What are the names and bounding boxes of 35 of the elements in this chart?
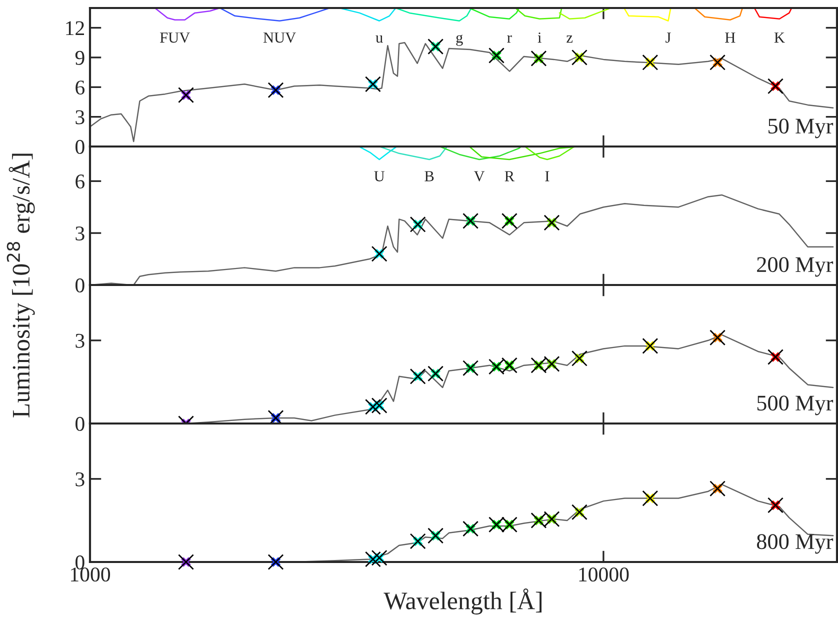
- y-tick-label: 3: [76, 110, 84, 124]
- series-label: z: [566, 36, 573, 43]
- annotation: 200 Myr: [757, 257, 834, 277]
- series-label: NUV: [263, 32, 296, 43]
- series-label: H: [725, 32, 736, 43]
- y-axis-title: Luminosity [10$^{28}$ erg/s/Å]: [6, 154, 35, 418]
- x-tick-label: 10000: [579, 567, 629, 582]
- y-tick-label: 6: [76, 174, 85, 189]
- y-tick-label: 9: [75, 50, 84, 65]
- series-label: V: [474, 171, 485, 182]
- y-tick-label: 3: [76, 226, 84, 240]
- y-tick-label: 0: [76, 278, 84, 292]
- series-label: i: [538, 32, 542, 43]
- y-tick-label: 3: [76, 334, 84, 348]
- series-label: u: [376, 36, 383, 43]
- series-label: R: [504, 171, 515, 182]
- y-tick-label: 0: [76, 140, 84, 154]
- series-label: U: [374, 171, 385, 182]
- x-tick-label: 1000: [71, 567, 110, 582]
- series-label: g: [456, 34, 463, 46]
- y-tick-label: 0: [76, 555, 84, 570]
- annotation: 800 Myr: [756, 534, 834, 554]
- series-label: K: [774, 32, 785, 43]
- series-label: B: [424, 171, 434, 182]
- y-tick-label: 3: [76, 472, 84, 486]
- annotation: 50 Myr: [768, 118, 834, 138]
- series-label: r: [507, 35, 512, 43]
- y-tick-label: 6: [76, 80, 85, 95]
- y-tick-label: 12: [66, 21, 84, 36]
- series-label: FUV: [160, 32, 190, 43]
- annotation: 500 Myr: [757, 396, 834, 416]
- x-axis-title: Wavelength [Å]: [384, 588, 542, 615]
- y-tick-label: 0: [76, 416, 84, 431]
- series-label: I: [545, 171, 550, 182]
- series-label: J: [666, 32, 671, 43]
